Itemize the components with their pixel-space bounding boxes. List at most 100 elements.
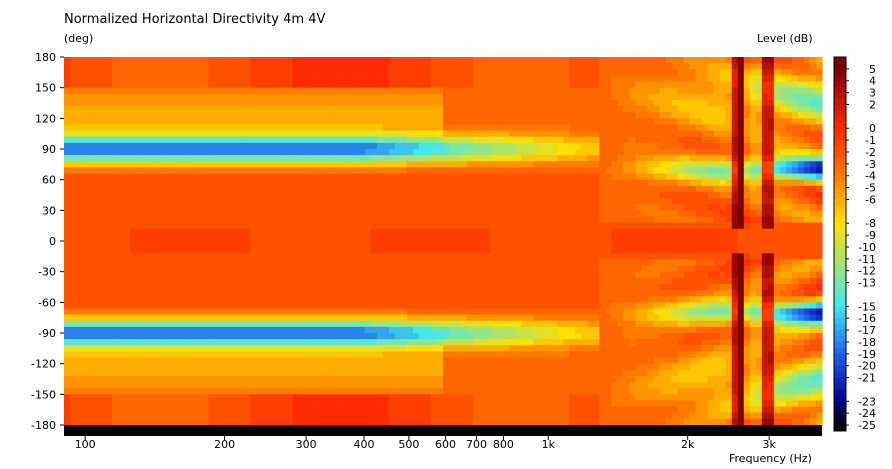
heatmap-cell [94, 198, 101, 205]
heatmap-cell [112, 118, 119, 126]
heatmap-cell [322, 290, 330, 297]
heatmap-cell [280, 375, 288, 383]
heatmap-cell [118, 57, 125, 64]
heatmap-cell [400, 69, 408, 76]
heatmap-cell [244, 112, 252, 119]
heatmap-cell [551, 185, 558, 193]
heatmap-cell [382, 271, 390, 279]
heatmap-cell [370, 142, 378, 150]
heatmap-cell [214, 333, 222, 340]
heatmap-cell [304, 198, 312, 205]
heatmap-cell [521, 198, 528, 205]
heatmap-cell [76, 179, 83, 187]
heatmap-cell [76, 259, 83, 267]
heatmap-cell [130, 290, 137, 297]
heatmap-cell [214, 130, 222, 138]
heatmap-cell [232, 375, 240, 383]
heatmap-cell [521, 185, 528, 193]
heatmap-cell [88, 339, 95, 346]
heatmap-cell [503, 320, 510, 328]
heatmap-cell [190, 277, 197, 285]
heatmap-cell [208, 198, 215, 205]
heatmap-cell [557, 259, 564, 267]
heatmap-cell [443, 259, 450, 267]
heatmap-cell [154, 375, 161, 383]
heatmap-cell [509, 271, 516, 279]
heatmap-cell [557, 357, 564, 365]
heatmap-cell [166, 130, 173, 138]
heatmap-cell [274, 112, 282, 119]
heatmap-cell [262, 173, 270, 181]
heatmap-cell [274, 81, 282, 89]
heatmap-cell [533, 375, 540, 383]
heatmap-cell [160, 87, 167, 95]
heatmap-cell [551, 333, 558, 340]
heatmap-cell [352, 167, 360, 175]
heatmap-cell [527, 290, 534, 297]
heatmap-cell [394, 75, 402, 83]
heatmap-cell [100, 394, 107, 402]
heatmap-cell [430, 142, 438, 150]
heatmap-cell [449, 161, 456, 168]
heatmap-cell [533, 75, 540, 83]
heatmap-cell [334, 388, 342, 395]
heatmap-cell [232, 179, 240, 187]
heatmap-cell [214, 400, 222, 408]
heatmap-cell [533, 63, 540, 70]
heatmap-cell [190, 363, 197, 371]
heatmap-cell [298, 308, 306, 316]
heatmap-cell [124, 167, 131, 175]
heatmap-cell [190, 63, 197, 70]
heatmap-cell [244, 155, 252, 162]
heatmap-cell [268, 314, 276, 322]
heatmap-cell [322, 57, 330, 64]
heatmap-cell [148, 198, 155, 205]
heatmap-cell [256, 400, 264, 408]
heatmap-cell [521, 333, 528, 340]
heatmap-cell [527, 198, 534, 205]
heatmap-cell [334, 326, 342, 334]
heatmap-cell [394, 265, 402, 273]
heatmap-cell [491, 406, 498, 414]
heatmap-cell [364, 173, 372, 181]
heatmap-cell [545, 124, 552, 132]
heatmap-cell [298, 99, 306, 107]
heatmap-cell [214, 222, 222, 230]
heatmap-cell [238, 283, 246, 291]
heatmap-cell [184, 351, 191, 359]
heatmap-cell [322, 394, 330, 402]
heatmap-cell [503, 412, 510, 420]
heatmap-cell [455, 326, 462, 334]
heatmap-cell [196, 241, 203, 248]
heatmap-cell [551, 271, 558, 279]
heatmap-cell [473, 69, 480, 76]
heatmap-cell [88, 179, 95, 187]
heatmap-cell [406, 112, 414, 119]
heatmap-cell [424, 142, 432, 150]
heatmap-cell [154, 345, 161, 352]
heatmap-cell [184, 253, 191, 260]
heatmap-cell [400, 259, 408, 267]
heatmap-cell [256, 339, 264, 346]
heatmap-cell [527, 99, 534, 107]
heatmap-cell [358, 290, 366, 297]
heatmap-cell [316, 112, 324, 119]
heatmap-cell [190, 198, 197, 205]
heatmap-cell [352, 234, 360, 242]
heatmap-cell [124, 142, 131, 150]
heatmap-cell [154, 302, 161, 310]
heatmap-cell [551, 106, 558, 113]
heatmap-cell [292, 161, 300, 168]
heatmap-cell [412, 81, 420, 89]
heatmap-cell [430, 222, 438, 230]
heatmap-cell [509, 161, 516, 168]
heatmap-cell [148, 216, 155, 224]
heatmap-cell [430, 247, 438, 254]
heatmap-cell [551, 382, 558, 389]
heatmap-cell [557, 204, 564, 211]
heatmap-cell [292, 290, 300, 297]
heatmap-cell [286, 118, 294, 126]
heatmap-cell [190, 326, 197, 334]
heatmap-cell [539, 259, 546, 267]
heatmap-cell [82, 400, 89, 408]
